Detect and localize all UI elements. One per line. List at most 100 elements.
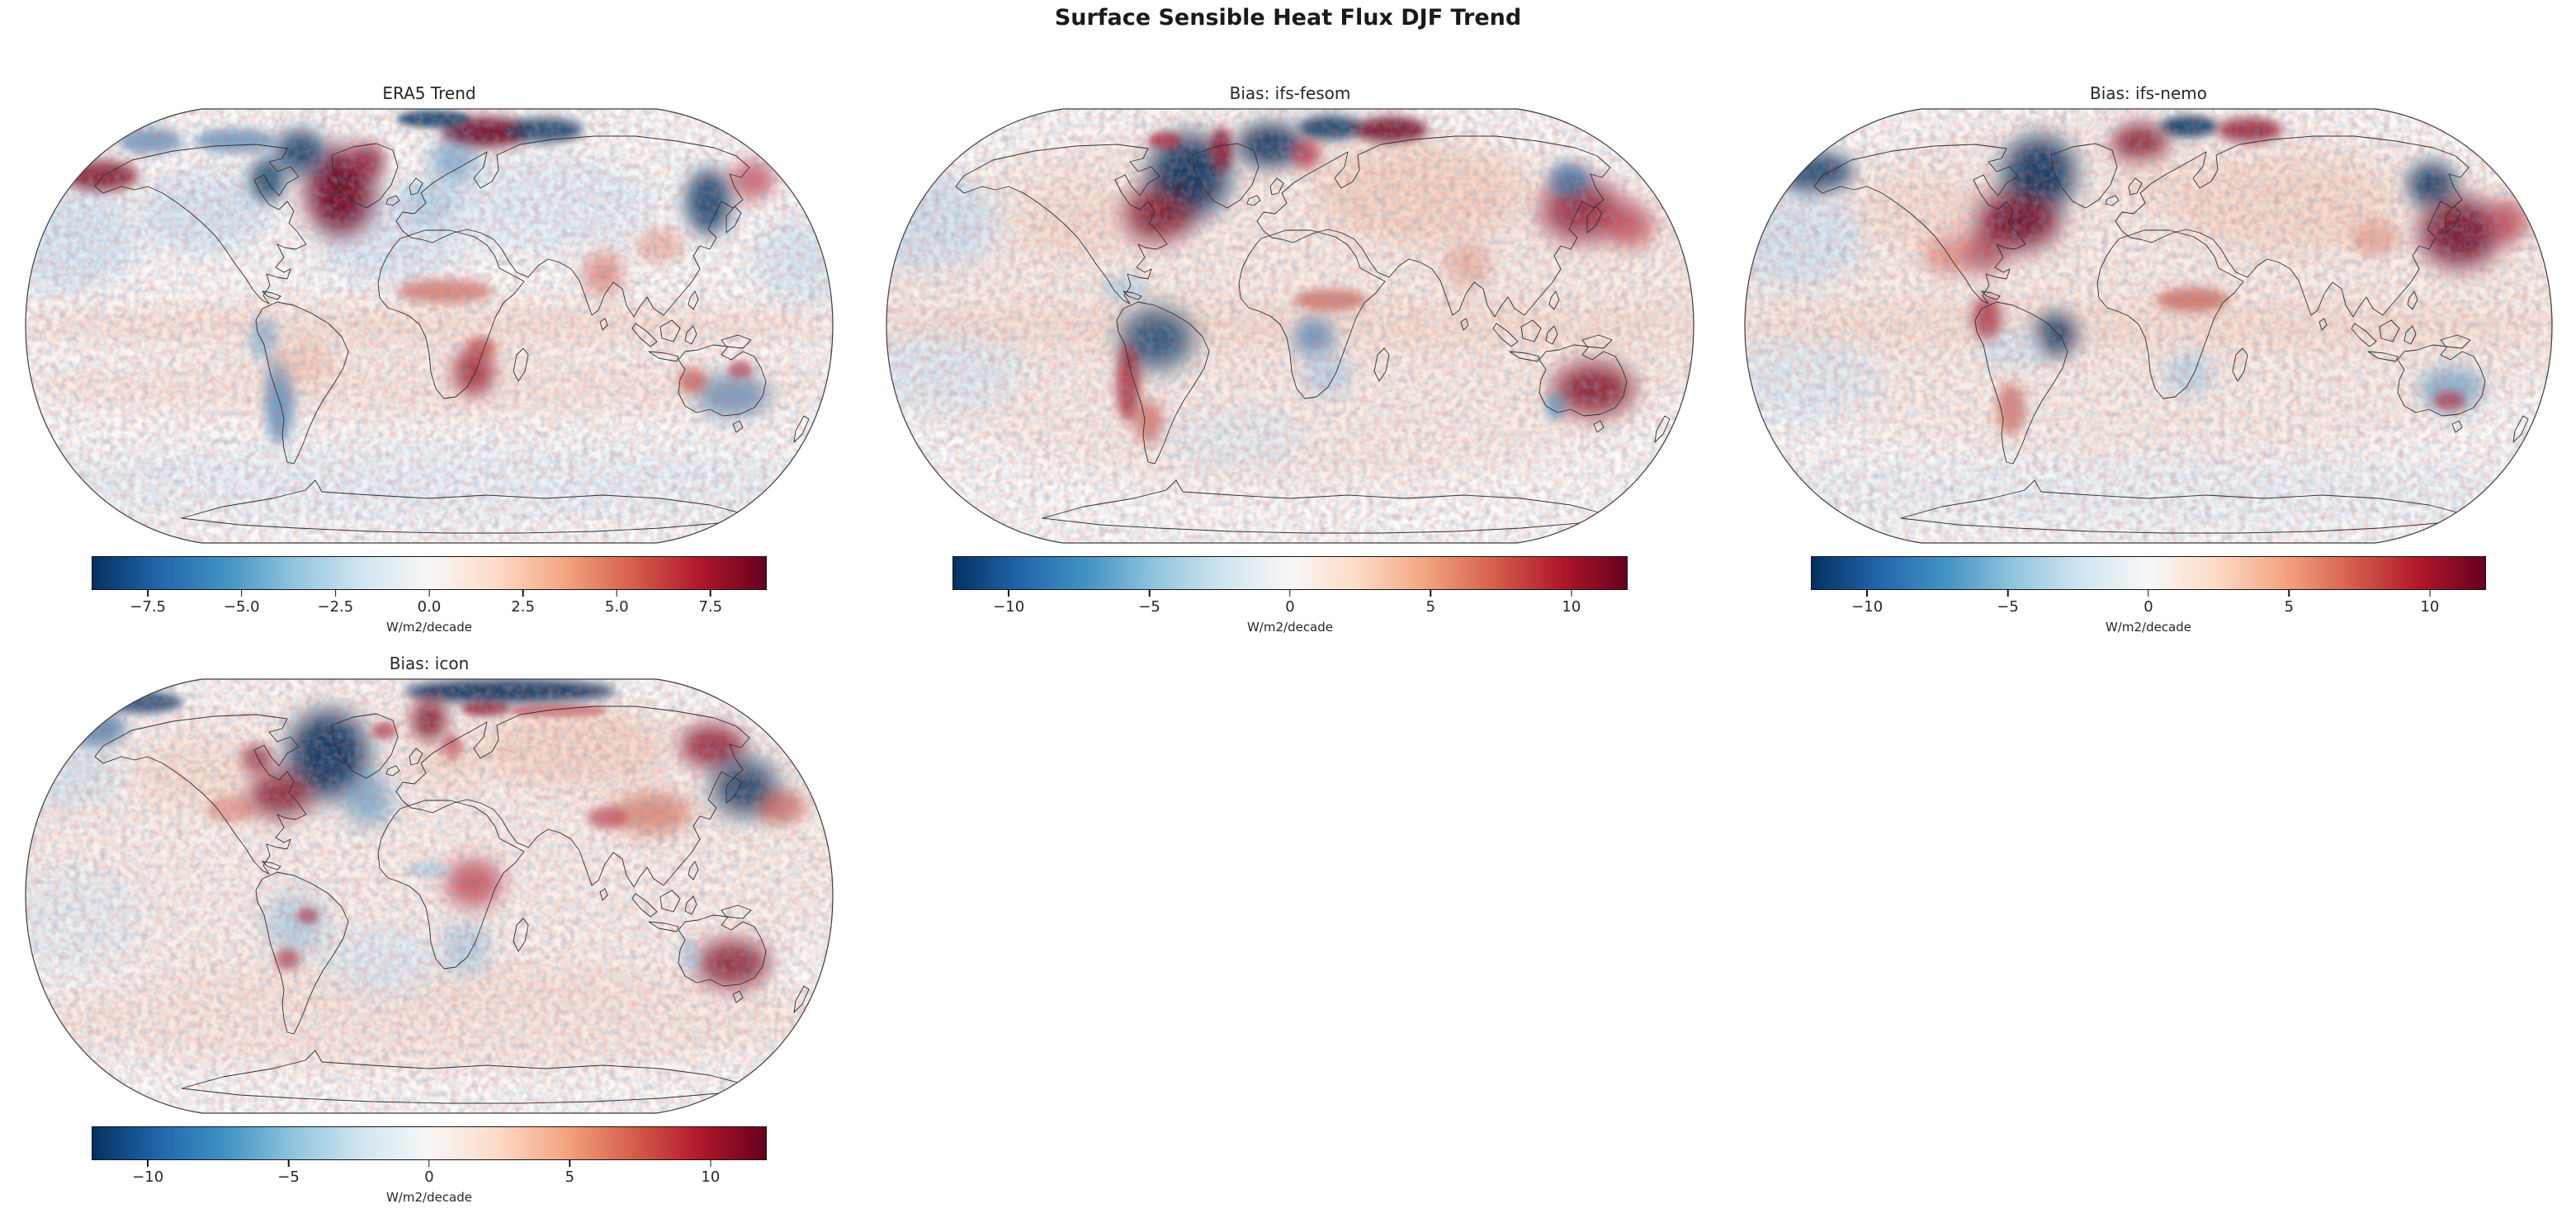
coastline-united-kingdom [1269,177,1284,196]
tick-label: −5 [1138,598,1160,616]
coastline-new-zealand [2512,415,2529,443]
colorbar-gradient [1811,556,2486,590]
coastline-africa [1238,229,1386,399]
coastline-japan [726,205,742,234]
colorbar-tick: −5.0 [224,590,260,616]
coastline-australia [678,344,767,417]
coastline-philippines [1548,290,1560,310]
coastline-iceland [385,765,400,776]
coastline-new-guinea [1581,334,1613,349]
coastline-japan [726,776,742,804]
panel-ifs-nemo: Bias: ifs-nemo −10 −5 0 5 10 W/m2/decade [1744,81,2553,635]
coastline-sumatra [1492,323,1519,347]
coastline-java [2367,351,2399,362]
coastline-tasmania [2451,420,2463,433]
coastline-eurasia [395,135,750,318]
colorbar-ticks: −10 −5 0 5 10 [1811,590,2486,618]
tick-label: 10 [1562,598,1581,616]
tick-label: −5 [1997,598,2019,616]
colorbar-tick: −5 [277,1160,300,1186]
noise-blue-speckle [26,109,833,543]
coastline-cuba [262,290,281,300]
tick-label: −10 [1851,598,1884,616]
coastline-borneo [659,319,681,342]
tick-mark [710,1160,711,1167]
tick-mark [428,590,430,597]
tick-label: −2.5 [317,598,354,616]
world-map-ifs-fesom [886,108,1694,544]
coastline-australia [2397,344,2486,417]
coastline-new-guinea [721,904,752,919]
panel-icon: Bias: icon −10 −5 0 5 10 W/m2/decade [25,651,834,1205]
coastline-antarctica [1042,479,1603,534]
colorbar-ticks: −10 −5 0 5 10 [92,1160,767,1188]
coastlines [955,135,1671,534]
coastline-north-america [955,144,1168,304]
coastlines [94,706,810,1104]
coastline-united-kingdom [2128,177,2143,196]
colorbar-unit-label: W/m2/decade [385,620,473,635]
colorbar-ticks: −7.5 −5.0 −2.5 0.0 2.5 5.0 7.5 [92,590,767,618]
coastline-borneo [659,890,681,913]
tick-mark [147,1160,149,1167]
tick-mark [1571,590,1572,597]
panel-title: ERA5 Trend [382,83,476,103]
coastline-sri-lanka [1460,318,1469,331]
coastline-japan [1586,205,1603,234]
coastline-iceland [385,195,400,206]
coastline-sulawesi [684,325,697,345]
coastline-new-zealand [1654,415,1671,443]
coastline-borneo [2379,319,2400,342]
coastline-java [1509,351,1540,362]
coastline-sumatra [631,893,658,918]
tick-mark [522,590,524,597]
tick-label: 7.5 [698,598,723,616]
colorbar-tick: 10 [701,1160,720,1186]
tick-mark [710,590,711,597]
noise-blue-speckle [886,109,1694,543]
tick-mark [2429,590,2431,597]
coastline-eurasia [395,706,750,888]
tick-label: −5 [277,1168,300,1186]
colorbar-block: −10 −5 0 5 10 W/m2/decade [886,556,1694,635]
coastline-greenland [331,713,399,779]
coastline-madagascar [2232,347,2248,382]
world-map-icon [25,678,834,1114]
tick-label: −10 [993,598,1025,616]
coastlines [1813,135,2529,534]
tick-mark [287,1160,290,1167]
colorbar-tick: −10 [993,590,1024,616]
coastline-south-america [1116,301,1210,465]
tick-mark [2288,590,2290,597]
panel-title: Bias: ifs-nemo [2090,83,2207,103]
coastline-madagascar [513,347,529,382]
coastline-java [648,351,679,362]
figure-title: Surface Sensible Heat Flux DJF Trend [1054,5,1522,31]
coastline-south-america [255,301,349,465]
colorbar-block: −7.5 −5.0 −2.5 0.0 2.5 5.0 7.5 W/m2/decade [25,556,834,635]
coastline-sulawesi [684,895,697,915]
coastline-borneo [1520,319,1542,342]
tick-label: −5.0 [223,598,260,616]
colorbar-unit-label: W/m2/decade [2105,620,2192,635]
colorbar-tick: −5 [1138,590,1160,616]
colorbar-tick: 0 [2144,590,2153,616]
colorbar-tick: 0 [1285,590,1295,616]
coastline-java [648,921,679,932]
coastline-united-kingdom [409,748,423,766]
coastline-philippines [688,861,699,880]
coastline-greenland [2050,143,2118,209]
coastline-antarctica [1900,479,2461,534]
colorbar-tick: −5 [1997,590,2019,616]
colorbar-block: −10 −5 0 5 10 W/m2/decade [1744,556,2553,635]
panel-title: Bias: icon [389,654,470,673]
colorbar-tick: 10 [2420,590,2439,616]
coastline-africa [2096,229,2244,399]
colorbar-unit-label: W/m2/decade [1246,620,1334,635]
coastline-philippines [688,290,699,310]
colorbar-tick: −7.5 [130,590,166,616]
tick-label: −10 [132,1168,164,1186]
noise-blue-speckle [26,679,833,1113]
coastline-north-america [94,714,307,875]
world-map-ifs-nemo [1744,108,2553,544]
